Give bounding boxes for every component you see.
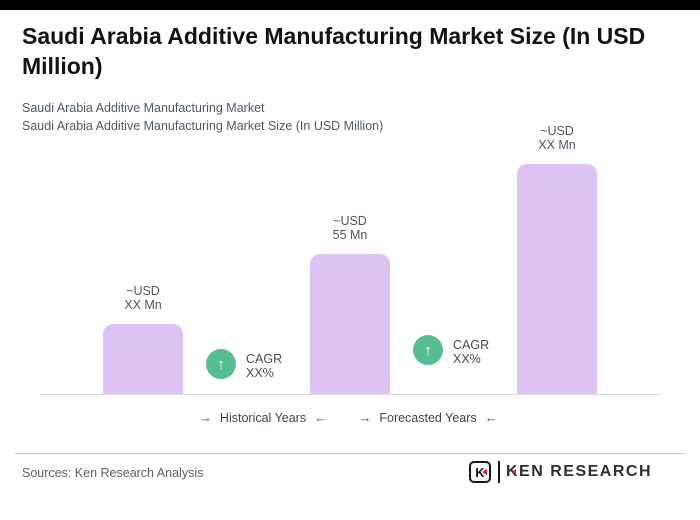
subtitle-line-2: Saudi Arabia Additive Manufacturing Mark… (22, 119, 384, 133)
bar-forecast (517, 164, 597, 394)
right-arrow-icon: → (199, 411, 212, 425)
bar-value-label-forecast: ~USD XX Mn (538, 124, 576, 152)
left-arrow-icon: ← (314, 411, 327, 425)
cagr-up-arrow-icon: ↑ (206, 349, 236, 379)
logo-brand-text: KEN RESEARCH (505, 463, 652, 480)
top-black-bar (0, 0, 700, 10)
ken-research-logo: K KEN RESEARCH (468, 461, 652, 483)
ken-research-k-mark-icon: K (468, 461, 491, 483)
axis-label-historical-years: → Historical Years ← (199, 411, 327, 425)
right-arrow-icon: → (358, 411, 372, 425)
cagr-label-forecast: CAGR XX% (453, 338, 490, 366)
chart-subtitle: Saudi Arabia Additive Manufacturing Mark… (22, 99, 642, 135)
cagr-up-arrow-icon: ↑ (413, 335, 443, 365)
sources-text: Sources: Ken Research Analysis (22, 466, 204, 480)
logo-divider (497, 461, 500, 483)
footer-divider (15, 453, 685, 454)
subtitle-line-1: Saudi Arabia Additive Manufacturing Mark… (22, 101, 265, 115)
left-arrow-icon: ← (484, 411, 498, 425)
x-axis-baseline (40, 394, 660, 395)
red-triangle-icon (481, 469, 487, 475)
bar-value-label-current: ~USD 55 Mn (332, 214, 368, 242)
page-title: Saudi Arabia Additive Manufacturing Mark… (22, 23, 646, 79)
bar-current (310, 254, 390, 394)
red-triangle-icon (511, 469, 516, 475)
cagr-label-historical: CAGR XX% (246, 352, 283, 380)
bar-historical-start (103, 324, 183, 394)
axis-label-forecasted-years: → Forecasted Years ← (358, 411, 498, 425)
bar-value-label-historical-start: ~USD XX Mn (124, 284, 162, 312)
